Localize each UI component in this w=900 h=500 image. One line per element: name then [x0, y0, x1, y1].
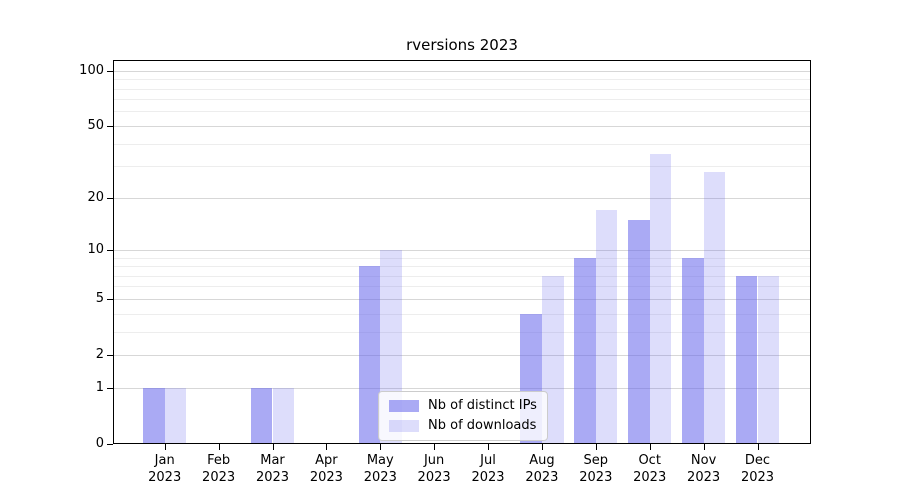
bar-downloads [649, 154, 672, 444]
gridline-major [113, 197, 811, 199]
y-tick-mark [107, 125, 113, 127]
x-tick-mark [595, 444, 597, 450]
x-tick-mark [380, 444, 382, 450]
y-tick-mark [107, 443, 113, 445]
bar-distinct-ips [574, 257, 596, 444]
x-tick-mark [272, 444, 274, 450]
x-tick-label: May 2023 [363, 453, 397, 485]
gridline-minor [113, 88, 811, 90]
y-tick-label: 5 [95, 291, 104, 307]
x-tick-mark [649, 444, 651, 450]
x-tick-mark [218, 444, 220, 450]
y-tick-mark [107, 197, 113, 199]
y-tick-label: 10 [87, 242, 104, 258]
x-tick-mark [757, 444, 759, 450]
gridline-major [113, 125, 811, 127]
gridline-major [113, 387, 811, 389]
legend-label: Nb of downloads [428, 418, 537, 433]
x-tick-label: Dec 2023 [740, 453, 775, 485]
y-tick-mark [107, 249, 113, 251]
x-tick-label: Apr 2023 [309, 453, 343, 485]
bar-distinct-ips [358, 266, 381, 444]
x-tick-mark [703, 444, 705, 450]
bar-downloads [757, 275, 780, 444]
bar-downloads [595, 210, 618, 444]
y-tick-mark [107, 387, 113, 389]
bar-distinct-ips [735, 275, 758, 444]
x-tick-label: Aug 2023 [525, 453, 559, 485]
bar-downloads [164, 387, 187, 444]
bar-downloads [703, 171, 726, 444]
y-tick-label: 100 [79, 63, 104, 79]
bar-distinct-ips [250, 387, 273, 444]
x-tick-label: Sep 2023 [579, 453, 613, 485]
chart-title: rversions 2023 [406, 36, 518, 54]
x-tick-label: Mar 2023 [255, 453, 290, 485]
legend: Nb of distinct IPs Nb of downloads [378, 391, 548, 441]
y-tick-mark [107, 298, 113, 300]
bar-downloads [272, 387, 295, 444]
gridline-minor [113, 286, 811, 288]
gridline-minor [113, 99, 811, 101]
gridline-minor [113, 266, 811, 267]
gridline-minor [113, 79, 811, 81]
gridline-minor [113, 257, 811, 259]
y-tick-label: 0 [95, 436, 104, 451]
x-tick-mark [541, 444, 543, 450]
x-tick-label: Nov 2023 [687, 453, 721, 485]
x-tick-label: Jul 2023 [471, 453, 505, 485]
legend-item-distinct-ips: Nb of distinct IPs [389, 398, 537, 414]
gridline-major [113, 354, 811, 356]
x-tick-mark [488, 444, 489, 450]
legend-item-downloads: Nb of downloads [389, 418, 537, 434]
gridline-minor [113, 111, 811, 113]
gridline-minor [113, 143, 811, 145]
gridline-major [113, 298, 811, 300]
y-tick-mark [107, 354, 113, 356]
y-tick-mark [107, 70, 113, 72]
x-tick-label: Jun 2023 [417, 453, 451, 485]
plot-area [113, 60, 811, 444]
legend-swatch-icon [389, 420, 419, 432]
gridline-minor [113, 313, 811, 315]
x-tick-mark [164, 444, 166, 450]
bar-distinct-ips [143, 387, 165, 444]
gridline-minor [113, 275, 811, 277]
x-tick-label: Jan 2023 [148, 453, 182, 485]
x-tick-label: Feb 2023 [202, 453, 236, 485]
y-tick-label: 1 [95, 380, 104, 395]
y-tick-label: 50 [87, 118, 104, 134]
gridline-minor [113, 166, 811, 168]
y-tick-label: 2 [95, 347, 104, 363]
legend-label: Nb of distinct IPs [428, 398, 537, 413]
gridline-major [113, 249, 811, 251]
legend-swatch-icon [389, 400, 419, 412]
x-tick-label: Oct 2023 [633, 453, 667, 485]
bar-distinct-ips [628, 219, 650, 444]
gridline-major [113, 70, 811, 72]
x-tick-mark [326, 444, 328, 450]
y-tick-label: 20 [87, 190, 104, 206]
x-tick-mark [434, 444, 436, 450]
bar-distinct-ips [681, 257, 704, 444]
gridline-minor [113, 331, 811, 333]
